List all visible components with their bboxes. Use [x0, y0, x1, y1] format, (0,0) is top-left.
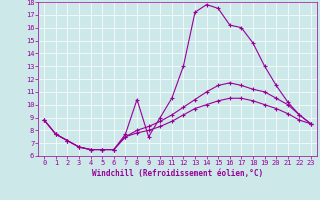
X-axis label: Windchill (Refroidissement éolien,°C): Windchill (Refroidissement éolien,°C): [92, 169, 263, 178]
